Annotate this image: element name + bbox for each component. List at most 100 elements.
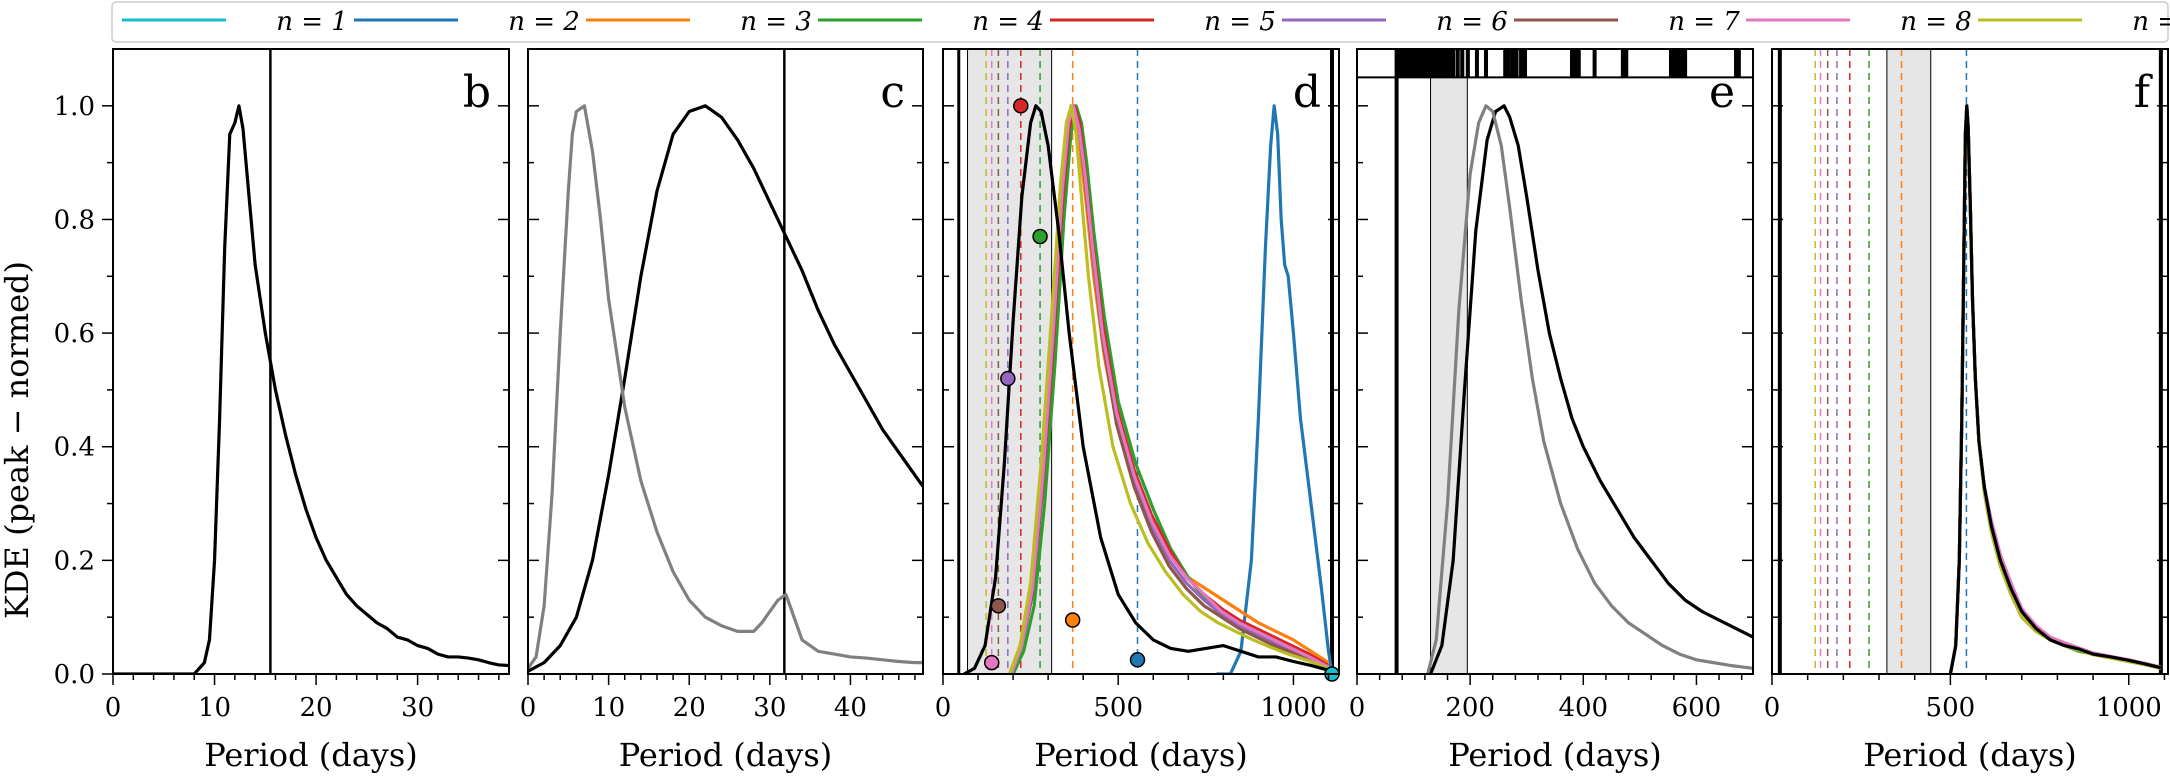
plot-area <box>113 49 509 674</box>
panel-letter: d <box>1293 67 1321 118</box>
rug-tick <box>1445 49 1450 78</box>
plot-area <box>528 49 923 674</box>
series-line <box>1216 104 1334 674</box>
legend-label: n = 1 <box>276 7 348 37</box>
x-tick-label: 20 <box>300 693 333 723</box>
marker <box>983 654 1000 671</box>
rug-tick <box>1506 49 1511 78</box>
x-tick-label: 0 <box>935 693 952 723</box>
x-tick-label: 30 <box>753 693 786 723</box>
rug-tick <box>1435 49 1440 78</box>
series-line <box>1948 104 2162 674</box>
legend-label: n = 5 <box>1204 7 1276 37</box>
marker <box>1064 612 1081 628</box>
x-axis-label: Period (days) <box>1448 736 1662 774</box>
x-tick-label: 500 <box>1926 693 1976 723</box>
y-tick-label: 0.0 <box>54 660 95 690</box>
series-line <box>1948 104 2162 674</box>
rug-tick <box>1510 49 1515 78</box>
rug-tick <box>1523 49 1528 78</box>
rug-tick <box>1438 49 1443 78</box>
series-line <box>528 104 923 670</box>
rug-tick <box>1395 49 1400 78</box>
series-line <box>1948 104 2162 674</box>
x-tick-label: 200 <box>1445 693 1495 723</box>
legend: n = 1 n = 2 n = 3 n = 4 n = 5 n = 6 n = 7 n = 8… <box>111 1 2170 43</box>
legend-label: n = 2 <box>508 7 580 37</box>
marker <box>1000 370 1016 387</box>
marker <box>990 598 1007 614</box>
panel-letter: e <box>1709 67 1735 118</box>
shaded-region <box>1430 49 1468 674</box>
panel-e: 0 200 400 600 e Period (days) <box>1349 48 1754 774</box>
rug-tick <box>1668 49 1673 78</box>
rug-tick <box>1483 49 1488 78</box>
rug-tick <box>1736 49 1741 78</box>
y-axis-label: KDE (peak − normed) <box>0 261 36 619</box>
shaded-region <box>1886 49 1931 674</box>
plot-area <box>1357 49 1753 674</box>
axes-frame <box>112 48 510 675</box>
series-line <box>1948 104 2162 674</box>
marker <box>1129 652 1146 668</box>
rug-tick <box>1683 49 1688 78</box>
y-tick-label: 0.4 <box>54 433 95 463</box>
rug-tick <box>1433 49 1438 78</box>
rug-tick <box>1431 49 1436 78</box>
series-line <box>1008 104 1330 674</box>
plot-area <box>957 49 1334 674</box>
rug-tick <box>1451 49 1456 78</box>
x-tick-label: 0 <box>105 693 122 723</box>
x-axis-label: Period (days) <box>619 736 833 774</box>
rug-tick <box>1402 49 1407 78</box>
x-tick-label: 500 <box>1093 693 1143 723</box>
series-line <box>1948 104 2162 674</box>
rug-tick <box>1674 49 1679 78</box>
rug-tick <box>1442 49 1447 78</box>
legend-label: n = 3 <box>740 7 812 37</box>
rug-tick <box>1397 49 1402 78</box>
x-tick-label: 0 <box>520 693 537 723</box>
axes-frame <box>942 48 1340 675</box>
rug-tick <box>1400 49 1405 78</box>
rug-tick <box>1514 49 1519 78</box>
series-line <box>1948 104 2162 674</box>
panel-f: 0 500 1000 f Period (days) <box>1764 48 2169 774</box>
x-axis-label: Period (days) <box>1034 736 1248 774</box>
rug-tick <box>1592 49 1597 78</box>
series-line <box>528 104 923 673</box>
x-tick-label: 0 <box>1349 693 1366 723</box>
series-line <box>1426 104 1753 674</box>
series-line <box>1948 104 2162 674</box>
rug-tick <box>1460 49 1465 78</box>
rug-tick <box>1503 49 1508 78</box>
x-tick-label: 20 <box>673 693 706 723</box>
rug-tick <box>1734 49 1739 78</box>
x-tick-label: 1000 <box>2096 693 2162 723</box>
y-tick-label: 0.2 <box>54 546 95 576</box>
x-tick-label: 600 <box>1672 693 1722 723</box>
panel-letter: b <box>463 67 491 118</box>
panel-letter: f <box>2134 67 2153 118</box>
panel-c: 0 10 20 30 40 c Period (days) <box>520 48 924 774</box>
x-tick-label: 10 <box>592 693 625 723</box>
series-line <box>1429 104 1753 674</box>
y-tick-label: 0.6 <box>54 319 95 349</box>
x-axis-label: Period (days) <box>1863 736 2077 774</box>
x-tick-label: 1000 <box>1260 693 1326 723</box>
rug-tick <box>1474 49 1479 78</box>
rug-tick <box>1620 49 1625 78</box>
legend-label: n = 6 <box>1436 7 1508 37</box>
rug-tick <box>1440 49 1445 78</box>
marker <box>1032 228 1048 245</box>
rug-tick <box>1465 49 1470 78</box>
rug-tick <box>1519 49 1524 78</box>
plot-area <box>1777 49 2163 674</box>
panel-letter: c <box>880 67 905 118</box>
x-axis-label: Period (days) <box>204 736 418 774</box>
x-tick-label: 0 <box>1764 693 1781 723</box>
axes-frame <box>1356 48 1754 675</box>
legend-label: n = 9 <box>2132 7 2170 37</box>
rug-tick <box>1677 49 1682 78</box>
